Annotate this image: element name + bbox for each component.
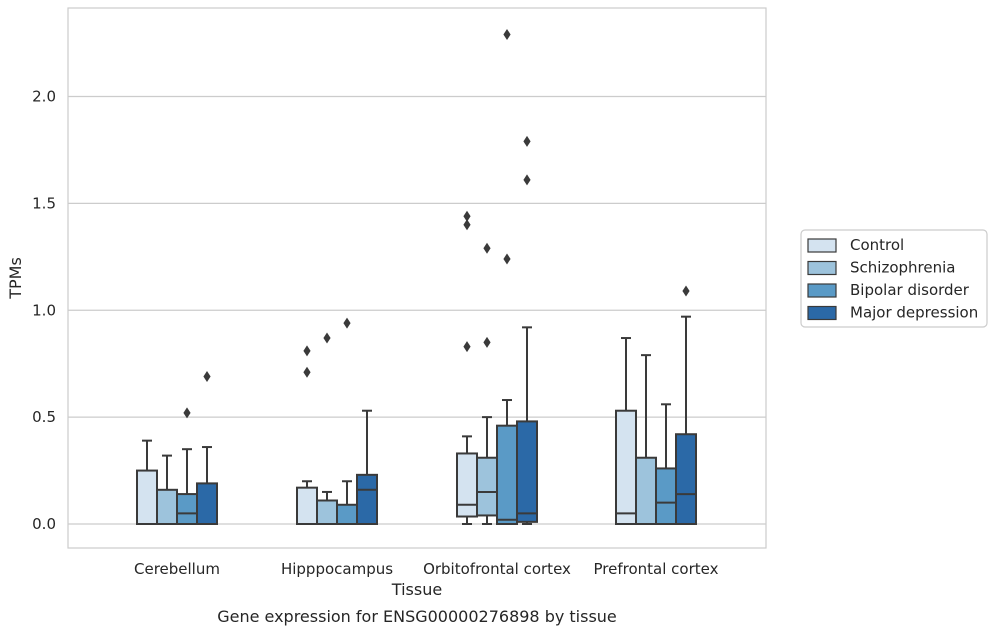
legend-frame: [800, 229, 988, 328]
outlier-marker: [303, 345, 311, 357]
outlier-marker: [203, 371, 211, 383]
legend-swatch: [807, 305, 837, 321]
legend-label: Schizophrenia: [850, 259, 955, 277]
legend-swatch: [807, 283, 837, 298]
gridlines: [68, 95, 766, 525]
outlier-marker: [503, 253, 511, 265]
outlier-marker: [523, 174, 531, 186]
x-axis-label: Tissue: [391, 580, 442, 599]
outlier-marker: [503, 29, 511, 41]
box-iqr: [176, 493, 198, 526]
box-bipolar-disorder: [655, 403, 677, 525]
box-major-depression: [196, 371, 218, 526]
x-tick-labels: Cerebellum Hipppocampus Orbitofrontal cort…: [134, 560, 719, 578]
box-bipolar-disorder: [336, 317, 358, 526]
legend-swatch: [807, 260, 837, 276]
y-tick-label: 1.0: [32, 301, 56, 319]
box-iqr: [635, 456, 657, 525]
box-major-depression: [356, 409, 378, 525]
x-tick-label: Cerebellum: [134, 560, 220, 578]
box-groups: [136, 29, 697, 526]
box-schizophrenia: [476, 242, 498, 525]
y-tick-label: 1.5: [32, 194, 56, 212]
box-iqr: [516, 420, 538, 523]
box-control: [615, 337, 637, 525]
box-iqr: [476, 456, 498, 517]
legend-label: Bipolar disorder: [850, 281, 970, 299]
box-iqr: [456, 452, 478, 518]
box-iqr: [496, 424, 518, 525]
box-control: [456, 210, 478, 525]
outlier-marker: [483, 242, 491, 254]
box-schizophrenia: [316, 332, 338, 525]
y-tick-label: 0.0: [32, 515, 56, 533]
box-iqr: [136, 469, 158, 525]
outlier-marker: [303, 366, 311, 378]
box-iqr: [615, 409, 637, 525]
y-tick-label: 0.5: [32, 408, 56, 426]
outlier-marker: [183, 407, 191, 419]
y-tick-label: 2.0: [32, 88, 56, 106]
box-iqr: [316, 499, 338, 525]
legend-swatch: [807, 238, 837, 253]
plot-area-frame: [67, 7, 767, 549]
outlier-marker: [463, 341, 471, 353]
box-bipolar-disorder: [176, 407, 198, 526]
x-tick-label: Hipppocampus: [281, 560, 393, 578]
box-iqr: [336, 503, 358, 526]
box-iqr: [655, 467, 677, 525]
x-tick-label: Prefrontal cortex: [594, 560, 719, 578]
box-iqr: [196, 482, 218, 526]
box-bipolar-disorder: [496, 29, 518, 525]
box-schizophrenia: [635, 354, 657, 525]
outlier-marker: [343, 317, 351, 329]
outlier-marker: [463, 219, 471, 231]
legend-label: Major depression: [850, 304, 978, 322]
box-iqr: [156, 488, 178, 525]
box-iqr: [675, 433, 697, 526]
outlier-marker: [682, 285, 690, 297]
box-control: [296, 345, 318, 526]
outlier-marker: [483, 336, 491, 348]
y-axis-label: TPMs: [6, 257, 25, 300]
x-tick-label: Orbitofrontal cortex: [423, 560, 571, 578]
chart-caption: Gene expression for ENSG00000276898 by t…: [217, 607, 617, 626]
box-schizophrenia: [156, 454, 178, 525]
box-major-depression: [675, 285, 697, 526]
y-tick-labels: 0.0 0.5 1.0 1.5 2.0: [32, 88, 56, 534]
outlier-marker: [463, 210, 471, 222]
outlier-marker: [523, 135, 531, 147]
box-major-depression: [516, 135, 538, 525]
legend: Control Schizophrenia Bipolar disorder Majo…: [800, 229, 988, 328]
box-iqr: [356, 473, 378, 525]
box-iqr: [296, 486, 318, 526]
box-control: [136, 439, 158, 525]
legend-label: Control: [850, 236, 904, 254]
outlier-marker: [323, 332, 331, 344]
